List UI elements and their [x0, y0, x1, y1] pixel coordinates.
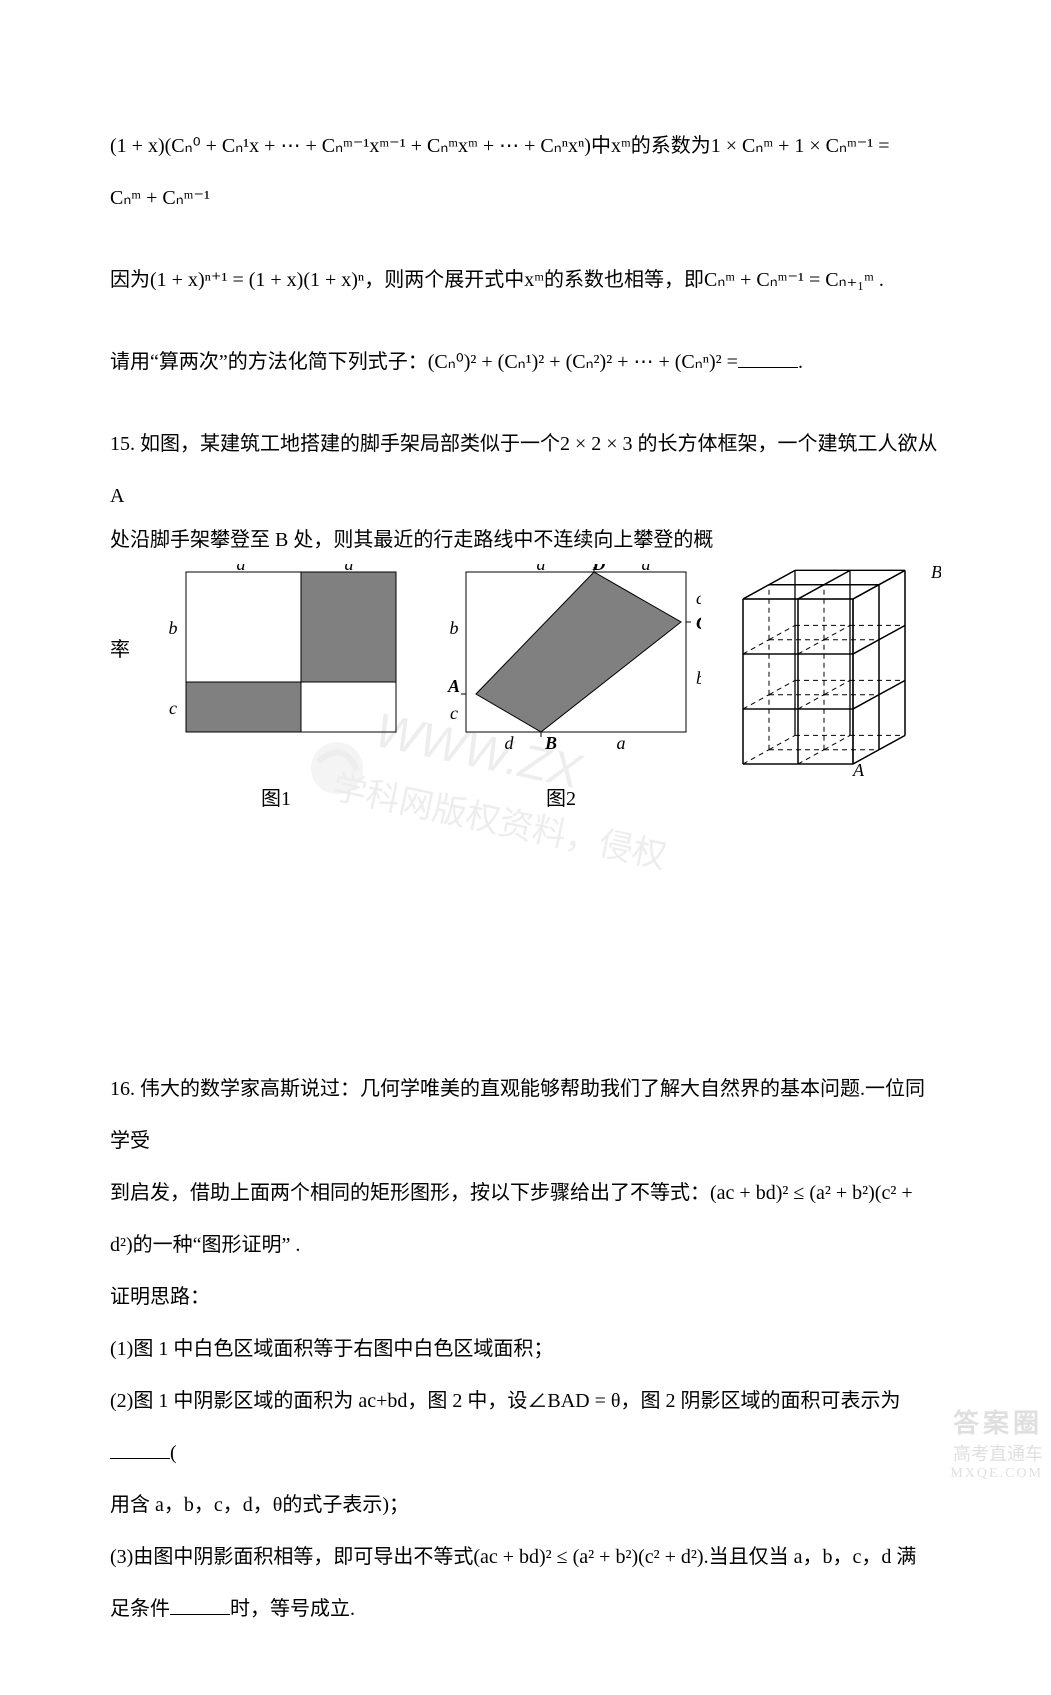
svg-text:B: B: [544, 733, 557, 749]
question-16-step-3a: (3)由图中阴影面积相等，即可导出不等式(ac + bd)² ≤ (a² + b…: [110, 1531, 941, 1583]
figure-2-wrap: aDdcCbbAcdBa 图2: [421, 564, 701, 825]
svg-text:b: b: [169, 618, 178, 638]
q16-step3-b: 时，等号成立.: [230, 1598, 355, 1620]
question-16-step-2b: 用含 a，b，c，d，θ的式子表示)；: [110, 1479, 941, 1531]
question-15-line-1: 15. 如图，某建筑工地搭建的脚手架局部类似于一个2 × 2 × 3 的长方体框…: [110, 418, 941, 522]
svg-text:a: a: [537, 564, 546, 574]
svg-text:a: a: [617, 733, 626, 749]
q16-step2-blank[interactable]: [110, 1435, 170, 1459]
figure-2: aDdcCbbAcdBa: [421, 564, 701, 749]
q14-text-b: .: [798, 351, 803, 373]
q16-step2-b: (: [170, 1442, 177, 1464]
figure-2-caption: 图2: [421, 773, 701, 825]
svg-text:c: c: [696, 588, 701, 608]
figure-row: 率 adbc 图1 aDdcCbbAcdBa 图2 AB: [110, 564, 941, 825]
question-16-line-3: d²)的一种“图形证明” .: [110, 1219, 941, 1271]
svg-text:A: A: [447, 676, 460, 696]
figure-1-caption: 图1: [151, 773, 401, 825]
svg-text:c: c: [450, 703, 458, 723]
svg-text:D: D: [592, 564, 606, 574]
question-16-step-3b: 足条件 时，等号成立.: [110, 1583, 941, 1635]
q14-text-a: 请用“算两次”的方法化简下列式子：(Cₙ⁰)² + (Cₙ¹)² + (Cₙ²)…: [110, 351, 738, 373]
svg-text:C: C: [696, 613, 701, 633]
cuboid-wrap: AB: [721, 564, 941, 799]
question-15-line-2: 处沿脚手架攀登至 B 处，则其最近的行走路线中不连续向上攀登的概: [110, 522, 941, 558]
q16-step3-a: 足条件: [110, 1598, 170, 1620]
svg-text:b: b: [450, 618, 459, 638]
q14-blank[interactable]: [738, 344, 798, 368]
svg-text:B: B: [931, 564, 941, 582]
svg-text:b: b: [696, 668, 701, 688]
cuboid-figure: AB: [721, 564, 941, 779]
svg-text:a: a: [237, 564, 246, 574]
svg-text:A: A: [852, 760, 865, 779]
figure-1-wrap: a d b c 图1: [151, 564, 401, 825]
question-16-line-1: 16. 伟大的数学家高斯说过：几何学唯美的直观能够帮助我们了解大自然界的基本问题…: [110, 1063, 941, 1167]
mid-spacer: [110, 833, 941, 1063]
q16-step2-a: (2)图 1 中阴影区域的面积为 ac+bd，图 2 中，设∠BAD = θ，图…: [110, 1390, 900, 1412]
question-14: 请用“算两次”的方法化简下列式子：(Cₙ⁰)² + (Cₙ¹)² + (Cₙ²)…: [110, 336, 941, 388]
question-16-line-2: 到启发，借助上面两个相同的矩形图形，按以下步骤给出了不等式：(ac + bd)²…: [110, 1167, 941, 1219]
expansion-line-1: (1 + x)(Cₙ⁰ + Cₙ¹x + ⋯ + Cₙᵐ⁻¹xᵐ⁻¹ + Cₙᵐ…: [110, 120, 941, 172]
q16-step3-blank[interactable]: [170, 1591, 230, 1615]
expansion-line-2: Cₙᵐ + Cₙᵐ⁻¹: [110, 172, 941, 224]
svg-text:d: d: [345, 564, 355, 574]
svg-text:c: c: [169, 698, 177, 718]
question-16-step-2: (2)图 1 中阴影区域的面积为 ac+bd，图 2 中，设∠BAD = θ，图…: [110, 1375, 941, 1479]
exam-page: (1 + x)(Cₙ⁰ + Cₙ¹x + ⋯ + Cₙᵐ⁻¹xᵐ⁻¹ + Cₙᵐ…: [0, 0, 1051, 1695]
question-16-step-1: (1)图 1 中白色区域面积等于右图中白色区域面积；: [110, 1323, 941, 1375]
question-16-line-4: 证明思路：: [110, 1271, 941, 1323]
identity-line: 因为(1 + x)ⁿ⁺¹ = (1 + x)(1 + x)ⁿ，则两个展开式中xᵐ…: [110, 254, 941, 306]
svg-text:d: d: [505, 733, 515, 749]
figure-1: a d b c: [151, 564, 401, 749]
question-15-line-3: 率: [110, 564, 131, 676]
svg-text:d: d: [642, 564, 652, 574]
